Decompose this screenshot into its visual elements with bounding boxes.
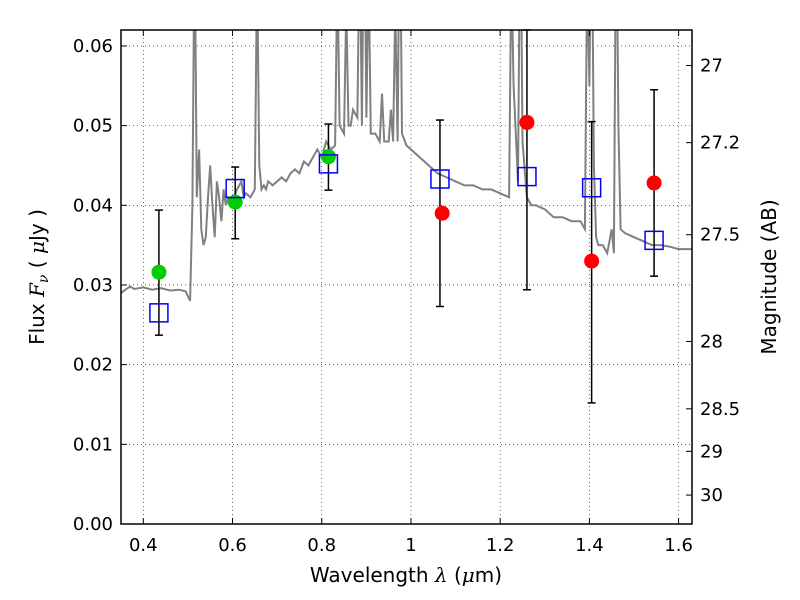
y-tick-label: 0.03 <box>73 275 113 296</box>
observed-flux-point <box>646 175 662 191</box>
observed-flux-point <box>320 149 336 165</box>
observed-flux-point <box>227 194 243 210</box>
model-flux-square <box>318 154 339 174</box>
x-axis-title: Wavelength λ (μm) <box>310 563 502 587</box>
observed-flux-point <box>584 253 600 269</box>
y2-axis-title: Magnitude (AB) <box>757 199 781 354</box>
y-tick-label: 0.00 <box>73 514 113 535</box>
y-tick-label: 0.06 <box>73 36 113 57</box>
y-tick-label: 0.02 <box>73 355 113 376</box>
y-tick-label: 0.04 <box>73 195 113 216</box>
y2-tick-label: 27 <box>700 56 723 77</box>
observed-flux-point <box>434 205 450 221</box>
y2-tick-label: 28 <box>700 331 723 352</box>
y2-tick-label: 27.2 <box>700 133 740 154</box>
y2-tick-label: 30 <box>700 485 723 506</box>
y2-tick-label: 29 <box>700 441 723 462</box>
model-spectrum-line <box>121 30 692 302</box>
lambda-symbol: λ <box>434 563 448 587</box>
x-tick-label: 1.4 <box>575 535 604 556</box>
model-flux-square <box>644 230 664 251</box>
model-flux-markers <box>149 154 664 323</box>
observed-flux-point <box>519 114 535 130</box>
model-flux-square <box>581 178 602 198</box>
x-tick-label: 1.6 <box>664 535 693 556</box>
x-axis-ticks: 0.4 0.6 0.8 1 1.2 1.4 1.6 <box>129 30 693 556</box>
model-flux-square <box>149 303 169 323</box>
x-tick-label: 0.6 <box>218 535 247 556</box>
grid-lines <box>121 30 692 524</box>
x-tick-label: 0.8 <box>307 535 336 556</box>
x-tick-label: 1 <box>405 535 416 556</box>
y-axis-title: Flux Fν ( μJy ) <box>25 209 52 345</box>
y2-tick-label: 28.5 <box>700 399 740 420</box>
y-axis-ticks: 0.00 0.01 0.02 0.03 0.04 0.05 0.06 <box>73 36 127 535</box>
y-tick-label: 0.01 <box>73 434 113 455</box>
x-tick-label: 0.4 <box>129 535 158 556</box>
y2-tick-label: 27.5 <box>700 225 740 246</box>
model-flux-square <box>430 169 450 189</box>
error-bars <box>154 29 659 404</box>
model-flux-square <box>517 166 537 187</box>
y-tick-label: 0.05 <box>73 116 113 137</box>
x-tick-label: 1.2 <box>486 535 515 556</box>
observed-flux-point <box>151 264 167 280</box>
observed-points <box>151 114 662 280</box>
flux-symbol: F <box>25 282 49 298</box>
model-flux-square <box>225 178 245 199</box>
y2-axis-ticks: 27 27.2 27.5 28 28.5 29 30 <box>686 56 740 506</box>
plot-frame <box>120 29 693 525</box>
